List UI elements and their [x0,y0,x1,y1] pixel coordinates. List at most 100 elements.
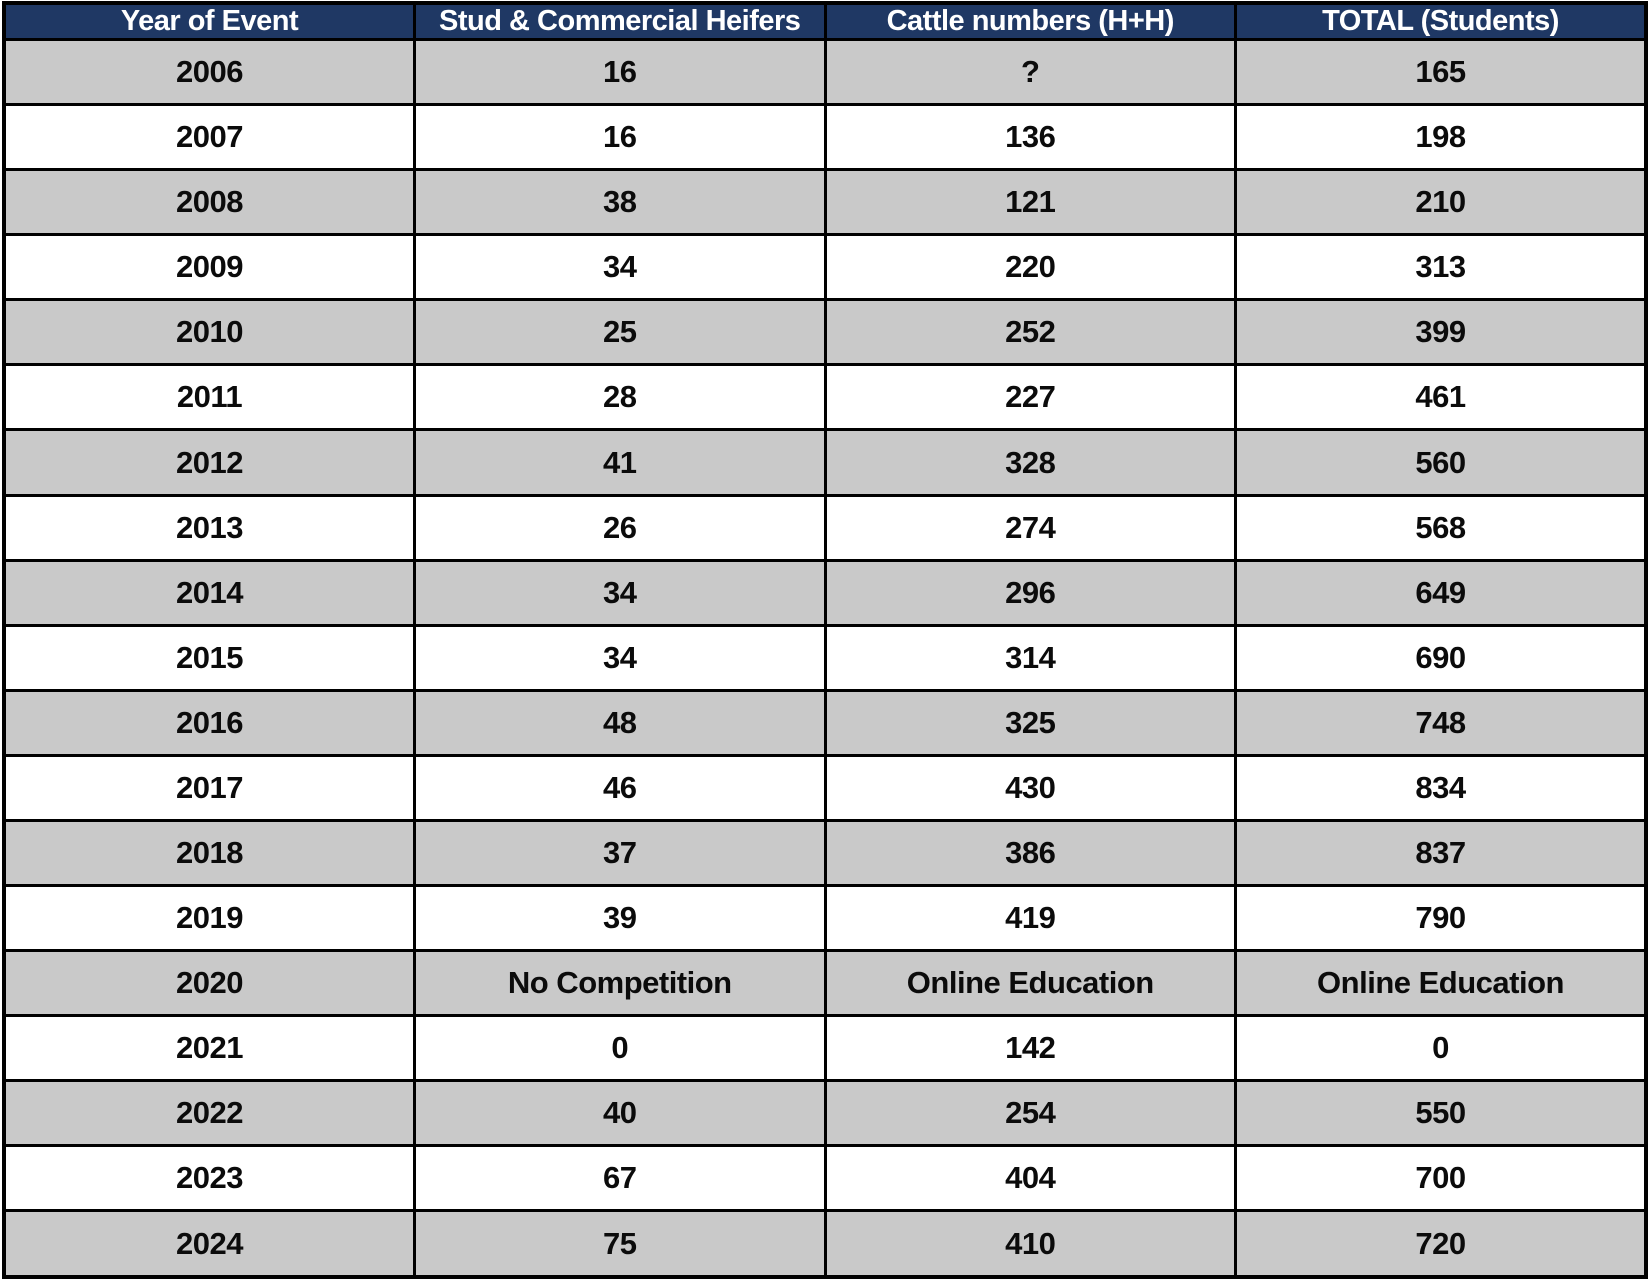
cattle-cell: 252 [823,298,1237,367]
cattle-cell: 227 [823,363,1237,432]
table-row: 2016 48 325 748 [2,688,1648,757]
heifers-cell: 38 [413,168,827,237]
year-cell: 2009 [2,233,416,302]
header-year-of-event: Year of Event [2,1,416,41]
total-cell: 550 [1234,1079,1648,1148]
total-cell: 560 [1234,428,1648,497]
heifers-cell: No Competition [413,949,827,1018]
heifers-cell: 28 [413,363,827,432]
cattle-cell: 274 [823,493,1237,562]
total-cell: 720 [1234,1209,1648,1279]
cattle-cell: 386 [823,818,1237,888]
table-row: 2023 67 404 700 [2,1144,1648,1213]
table-row: 2021 0 142 0 [2,1014,1648,1083]
heifers-cell: 37 [413,818,827,888]
year-cell: 2018 [2,818,416,888]
table-row: 2006 16? 165 [2,37,1648,107]
table-row: 2008 38 121 210 [2,168,1648,237]
heifers-cell: 46 [413,753,827,822]
total-cell: 461 [1234,363,1648,432]
cattle-cell: Online Education [823,949,1237,1018]
table-header: Year of Event Stud & Commercial Heifers … [2,1,1648,41]
year-cell: 2007 [2,103,416,172]
total-cell: 748 [1234,688,1648,757]
heifers-cell: 67 [413,1144,827,1213]
total-cell: 837 [1234,818,1648,888]
total-cell: 313 [1234,233,1648,302]
total-cell: 700 [1234,1144,1648,1213]
cattle-cell: 430 [823,753,1237,822]
year-cell: 2014 [2,558,416,627]
heifers-cell: 41 [413,428,827,497]
header-row: Year of Event Stud & Commercial Heifers … [2,1,1648,41]
table-row: 2022 40 254 550 [2,1079,1648,1148]
total-cell: 198 [1234,103,1648,172]
table-row: 2017 46 430 834 [2,753,1648,822]
heifers-cell: 25 [413,298,827,367]
table-row: 2009 34 220 313 [2,233,1648,302]
cattle-cell: 136 [823,103,1237,172]
heifers-cell: 75 [413,1209,827,1279]
heifers-cell: 16 [413,37,827,107]
header-stud-commercial-heifers: Stud & Commercial Heifers [413,1,827,41]
heifers-cell: 34 [413,558,827,627]
total-cell: 790 [1234,884,1648,953]
cattle-cell: 410 [823,1209,1237,1279]
table-row: 2012 41 328 560 [2,428,1648,497]
cattle-cell: 121 [823,168,1237,237]
table-row: 2019 39 419 790 [2,884,1648,953]
total-cell: 690 [1234,623,1648,692]
table-body: 2006 16? 165 2007 16 136 198 2008 38 121 210 2009 34… [2,37,1648,1279]
year-cell: 2024 [2,1209,416,1279]
heifers-cell: 39 [413,884,827,953]
year-cell: 2013 [2,493,416,562]
year-cell: 2022 [2,1079,416,1148]
year-cell: 2016 [2,688,416,757]
cattle-cell: 254 [823,1079,1237,1148]
heifers-cell: 34 [413,233,827,302]
cattle-cell: 296 [823,558,1237,627]
cattle-cell: 419 [823,884,1237,953]
year-cell: 2012 [2,428,416,497]
cattle-cell: 325 [823,688,1237,757]
heifers-cell: 26 [413,493,827,562]
year-cell: 2006 [2,37,416,107]
total-cell: 399 [1234,298,1648,367]
cattle-cell: 220 [823,233,1237,302]
header-cattle-numbers: Cattle numbers (H+H) [823,1,1237,41]
heifers-cell: 34 [413,623,827,692]
table-row: 2013 26 274 568 [2,493,1648,562]
total-cell: 210 [1234,168,1648,237]
total-cell: 649 [1234,558,1648,627]
table-row: 2015 34 314 690 [2,623,1648,692]
year-cell: 2015 [2,623,416,692]
year-cell: 2011 [2,363,416,432]
cattle-cell: 142 [823,1014,1237,1083]
table-row: 2024 75 410 720 [2,1209,1648,1279]
table-row: 2011 28 227 461 [2,363,1648,432]
total-cell: 834 [1234,753,1648,822]
year-cell: 2021 [2,1014,416,1083]
total-cell: Online Education [1234,949,1648,1018]
table-row: 2010 25 252 399 [2,298,1648,367]
cattle-cell: 404 [823,1144,1237,1213]
table-row: 2020 No Competition Online Education Online… [2,949,1648,1018]
heifers-cell: 40 [413,1079,827,1148]
year-cell: 2023 [2,1144,416,1213]
heifers-cell: 0 [413,1014,827,1083]
header-total-students: TOTAL (Students) [1234,1,1648,41]
year-cell: 2008 [2,168,416,237]
cattle-cell: 314 [823,623,1237,692]
table-row: 2014 34 296 649 [2,558,1648,627]
table-row: 2007 16 136 198 [2,103,1648,172]
heifers-cell: 48 [413,688,827,757]
year-cell: 2017 [2,753,416,822]
year-cell: 2010 [2,298,416,367]
cattle-cell: 328 [823,428,1237,497]
total-cell: 0 [1234,1014,1648,1083]
cattle-cell: ? [823,37,1237,107]
total-cell: 165 [1234,37,1648,107]
year-cell: 2019 [2,884,416,953]
